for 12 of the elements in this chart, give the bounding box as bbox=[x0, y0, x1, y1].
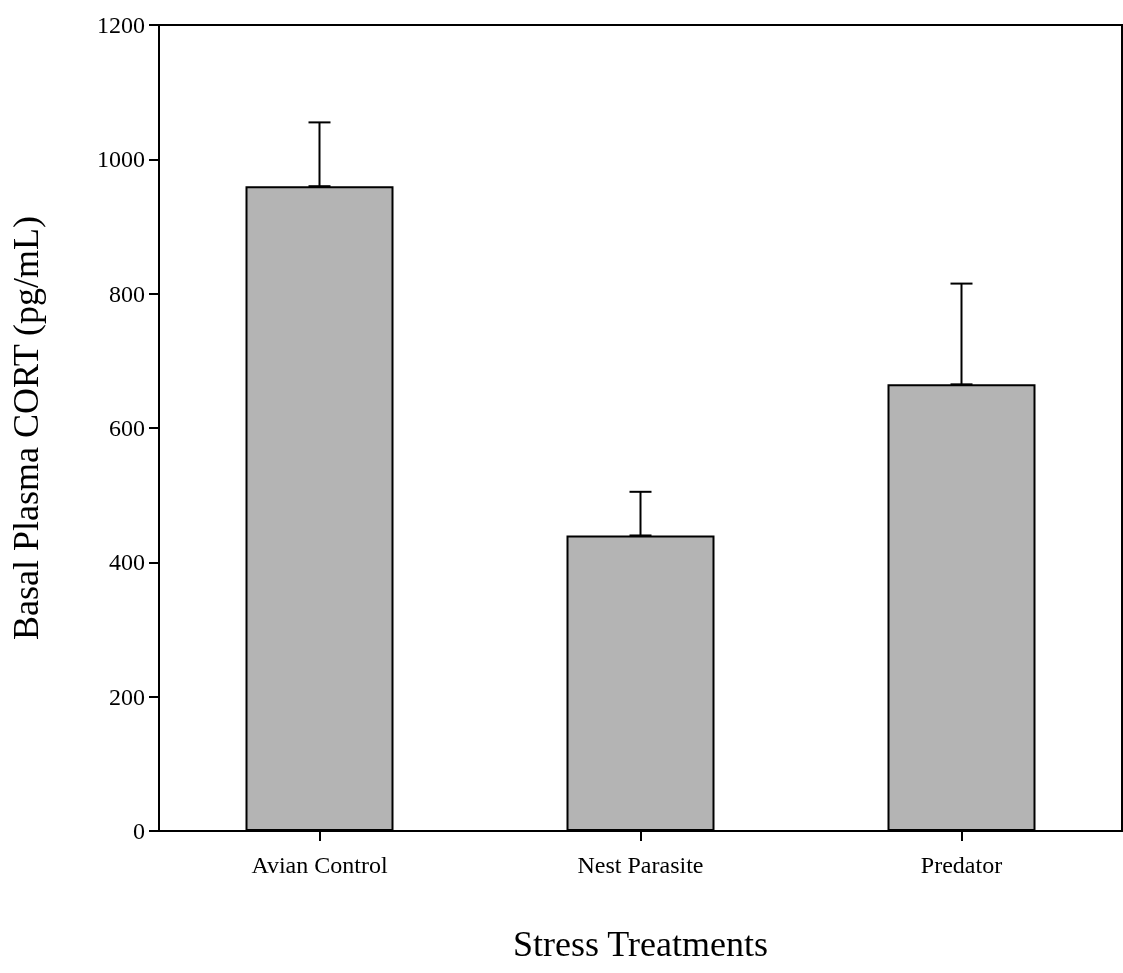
y-tick-label: 0 bbox=[133, 818, 145, 844]
x-tick-label: Nest Parasite bbox=[577, 852, 704, 878]
x-tick-label: Predator bbox=[920, 852, 1003, 878]
y-tick-label: 800 bbox=[109, 280, 145, 307]
y-tick-label: 400 bbox=[109, 549, 145, 576]
y-tick-label: 1200 bbox=[97, 12, 145, 38]
y-tick-label: 1000 bbox=[97, 146, 145, 173]
y-tick-label: 600 bbox=[109, 415, 145, 441]
y-axis-title: Basal Plasma CORT (pg/mL) bbox=[6, 215, 46, 641]
x-tick-label: Avian Control bbox=[251, 852, 388, 878]
y-tick-label: 200 bbox=[109, 683, 145, 710]
x-axis-title: Stress Treatments bbox=[512, 924, 769, 964]
